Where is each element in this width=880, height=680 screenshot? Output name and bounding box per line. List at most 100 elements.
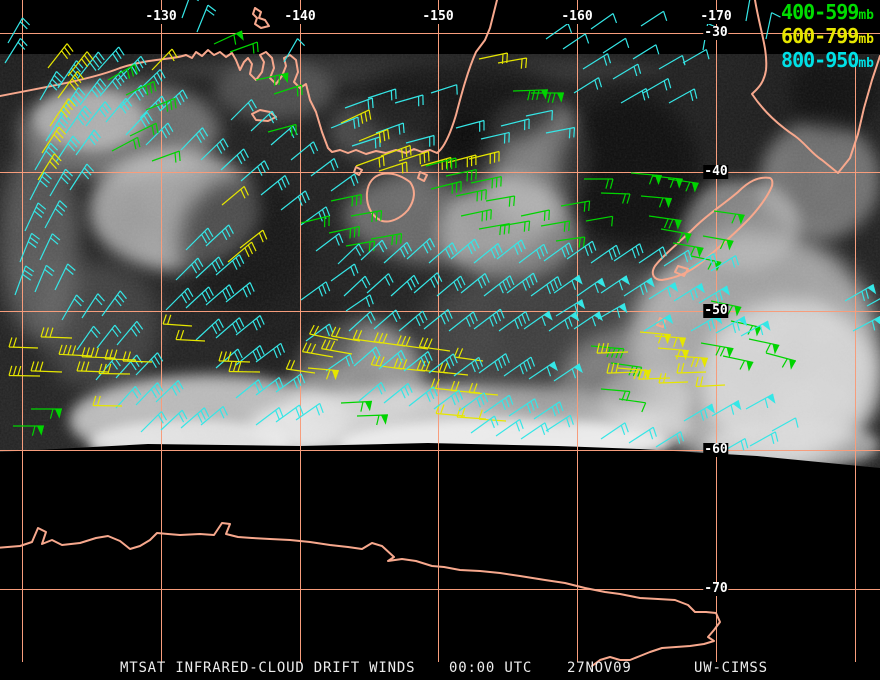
barb-shaft [92,395,123,407]
wind-barb [630,172,662,186]
wind-barb [344,97,374,110]
wind-barb [500,220,531,232]
barb-shaft [545,414,574,432]
barb-shaft [602,37,630,54]
wind-barb [722,355,754,372]
barb-shaft [55,135,81,163]
wind-barb [600,275,630,294]
wind-barb [468,150,500,164]
barb-shaft [125,111,153,136]
longitude-label: -170 [699,9,733,24]
barb-shaft [99,70,128,97]
barb-shaft [485,195,516,207]
wind-barb [398,150,430,165]
wind-barb [47,43,74,69]
barb-shaft [460,273,490,294]
barb-shaft [295,402,324,421]
barb-shaft [483,394,514,414]
barb-shaft [378,349,406,370]
barb-shaft [394,94,424,107]
latitude-gridline [0,450,880,451]
barb-shaft [44,200,68,229]
legend-unit: mb [858,56,874,71]
barb-shaft [300,215,330,228]
wind-barb [117,55,147,81]
wind-barb [600,388,631,402]
barb-shaft [345,240,376,252]
barb-shaft [749,431,779,447]
barb-shaft [613,243,644,262]
wind-barb [450,238,480,260]
barb-shaft [700,342,734,357]
wind-barb [239,229,268,249]
barb-shaft [765,352,797,368]
wind-barb [140,411,168,433]
wind-barb [119,84,147,109]
barb-shaft [49,168,74,197]
barb-shaft [270,125,298,146]
barb-shaft [205,224,234,247]
barb-shaft [275,373,306,393]
barb-shaft [239,229,268,249]
barb-shaft [307,367,339,380]
wind-barb [700,342,734,358]
wind-barb [606,362,639,374]
wind-barb [378,349,406,370]
barb-shaft [215,254,245,276]
wind-barb [640,195,672,209]
wind-barb [283,38,306,63]
wind-barb [330,263,359,282]
wind-barb [520,422,549,440]
wind-barb [695,376,726,388]
wind-barb [373,309,401,330]
wind-barb [638,246,667,264]
wind-barb [508,398,539,417]
barb-shaft [350,210,383,223]
barb-shaft [654,335,686,348]
wind-barb [39,233,61,261]
barb-shaft [76,361,109,373]
barb-shaft [406,237,436,260]
longitude-label: -160 [560,9,594,24]
wind-barb [115,354,143,379]
wind-barb [200,405,228,426]
barb-shaft [117,55,147,81]
wind-barb [315,233,344,252]
barb-shaft [77,51,105,79]
barb-shaft [562,33,590,50]
barb-shaft [600,192,631,204]
wind-barb [122,351,153,363]
barb-shaft [512,89,549,101]
barb-shaft [455,119,485,132]
barb-shaft [315,233,344,252]
wind-barb [418,337,451,352]
barb-shaft [596,342,629,354]
barb-shaft [553,274,580,294]
wind-barb [300,206,331,226]
barb-shaft [165,287,194,311]
barb-shaft [393,358,426,372]
barb-shaft [111,136,141,152]
longitude-gridline [22,0,23,662]
wind-barb [480,131,510,144]
wind-barb [135,382,164,406]
wind-barb [448,311,478,332]
wind-barb [162,314,193,327]
wind-barb [632,44,660,60]
barb-shaft [370,355,403,370]
barb-shaft [590,244,621,264]
longitude-label: -130 [144,9,178,24]
barb-shaft [235,379,264,399]
barb-shaft [866,298,880,307]
wind-barb [620,87,650,104]
wind-barb [545,126,576,139]
barb-shaft [428,353,458,374]
wind-barb [24,202,47,232]
wind-barb [215,348,243,369]
barb-shaft [378,161,408,174]
barb-shaft [218,351,251,363]
pennant-flag [746,361,754,372]
wind-barb [76,361,109,373]
barb-shaft [260,175,290,196]
wind-barb [65,105,92,134]
